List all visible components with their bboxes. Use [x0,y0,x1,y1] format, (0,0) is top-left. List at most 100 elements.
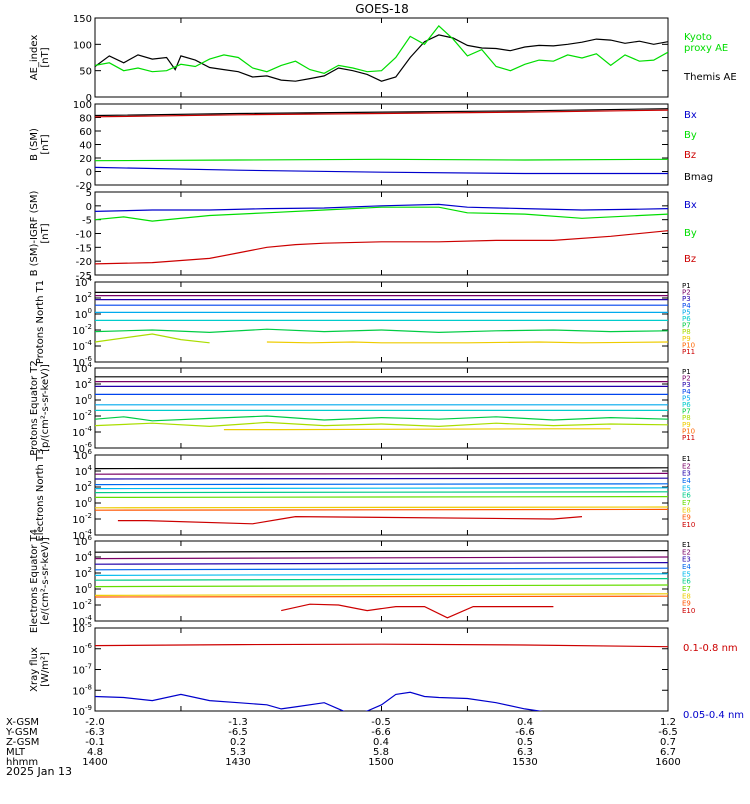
y-tick-label: 102 [75,291,92,305]
series-p8 [95,421,668,428]
y-tick-label: 0 [86,93,92,104]
series-e2 [95,556,668,560]
legend-entry: P7 [682,408,691,416]
y-tick-label: 10-6 [72,642,92,656]
orbit-row-label: MLT [6,747,26,758]
orbit-value: 0.4 [373,737,389,748]
legend-entry: P6 [682,315,691,323]
legend: Bx By Bz [684,200,697,265]
orbit-row-label: Z-GSM [6,737,39,748]
orbit-value: -6.5 [658,727,678,738]
legend-entry: E10 [682,521,695,529]
series-e7 [95,584,668,588]
panel-frame [94,191,669,276]
legend-entry: E4 [682,563,691,571]
legend-entry: P8 [682,328,691,336]
legend-entry: E5 [682,570,691,578]
y-tick-label: -15 [76,243,92,254]
series-e1 [95,549,668,553]
legend-entry: Bz [684,150,696,161]
legend-entry: E3 [682,556,691,564]
y-tick-label: 10-2 [72,598,92,612]
legend-entry: E6 [682,578,691,586]
orbit-row-label: hhmm [6,757,38,768]
y-axis-label: Electrons Equator T4[e/(cm²-s-sr-keV)] [29,529,51,633]
panel-1: 0 50 100 150 AE_index[nT] Kyoto proxy AE Themis… [29,14,737,104]
series-e10 [281,603,554,619]
legend-entry: Bmag [684,172,713,183]
y-tick-label: 102 [75,566,92,580]
y-tick-label: 0 [86,168,92,179]
y-tick-label: 100 [75,307,92,321]
series-bz [95,109,668,118]
panel-frame [94,281,669,363]
series-bmag [95,108,668,117]
y-tick-label: 60 [79,127,92,138]
series-0-05-0-4-nm [95,691,544,711]
y-axis-label: Protons Equator T2[p/(cm²-s-sr-keV)] [29,360,51,456]
legend-entry: P11 [682,348,695,356]
orbit-value: 1430 [225,757,250,768]
legend-entry: P1 [682,368,691,376]
y-tick-label: -20 [76,257,92,268]
legend-entry: P9 [682,421,691,429]
y-tick-label: 100 [75,582,92,596]
series-p7 [95,328,668,334]
legend-entry: Bx [684,110,697,121]
legend: 0.1-0.8 nm 0.05-0.4 nm [683,643,744,721]
series-e3 [95,477,668,480]
panel-8: 10-9 10-8 10-7 10-6 10-5 Xray flux[W/m²] 0.1-0… [29,621,744,721]
y-tick-label: 5 [86,188,92,199]
orbit-value: -2.0 [85,717,105,728]
y-tick-label: 10-7 [72,663,92,677]
y-tick-label: 150 [73,14,92,25]
series-0-1-0-8-nm [95,643,668,648]
series-bx [95,166,668,175]
orbit-value: -6.3 [85,727,105,738]
series-p7 [95,415,668,422]
series-themis-ae [95,34,668,82]
y-tick-label: 10-5 [72,621,92,635]
orbit-value: 5.3 [230,747,246,758]
legend-entry: E1 [682,541,691,549]
y-tick-label: 10-4 [72,425,92,439]
y-tick-label: -25 [76,271,92,282]
legend-entry: P2 [682,375,691,383]
legend-entry: E6 [682,492,691,500]
legend-entry: Kyoto proxy AE [684,32,728,54]
y-tick-label: 40 [79,141,92,152]
legend-entry: P10 [682,341,695,349]
legend-entry: E9 [682,514,691,522]
legend-entry: E2 [682,548,691,556]
y-tick-label: 20 [79,154,92,165]
legend-entry: P8 [682,414,691,422]
legend-entry: P1 [682,282,691,290]
y-tick-label: 50 [79,67,92,78]
orbit-value: 0.2 [230,737,246,748]
legend-entry: E7 [682,585,691,593]
y-tick-label: 80 [79,114,92,125]
panel-frame [94,367,669,449]
legend-entry: E10 [682,607,695,615]
y-tick-label: 104 [75,550,93,564]
orbit-value: 0.4 [517,717,533,728]
orbit-value: 1400 [82,757,107,768]
orbit-value: 6.7 [660,747,676,758]
orbit-value: 1.2 [660,717,676,728]
y-tick-label: -20 [76,181,92,192]
legend: Kyoto proxy AE Themis AE [683,32,737,83]
series-p9 [266,341,668,344]
legend-entry: By [684,228,697,239]
orbit-value: 1600 [655,757,680,768]
panel-2: -20 0 20 40 60 80 100 B (SM)[nT] Bx By Bz Bmag [29,100,713,192]
y-tick-label: 100 [73,100,92,111]
chart-title: GOES-18 [355,2,409,16]
legend-entry: Themis AE [683,72,737,83]
orbit-value: 1530 [512,757,537,768]
